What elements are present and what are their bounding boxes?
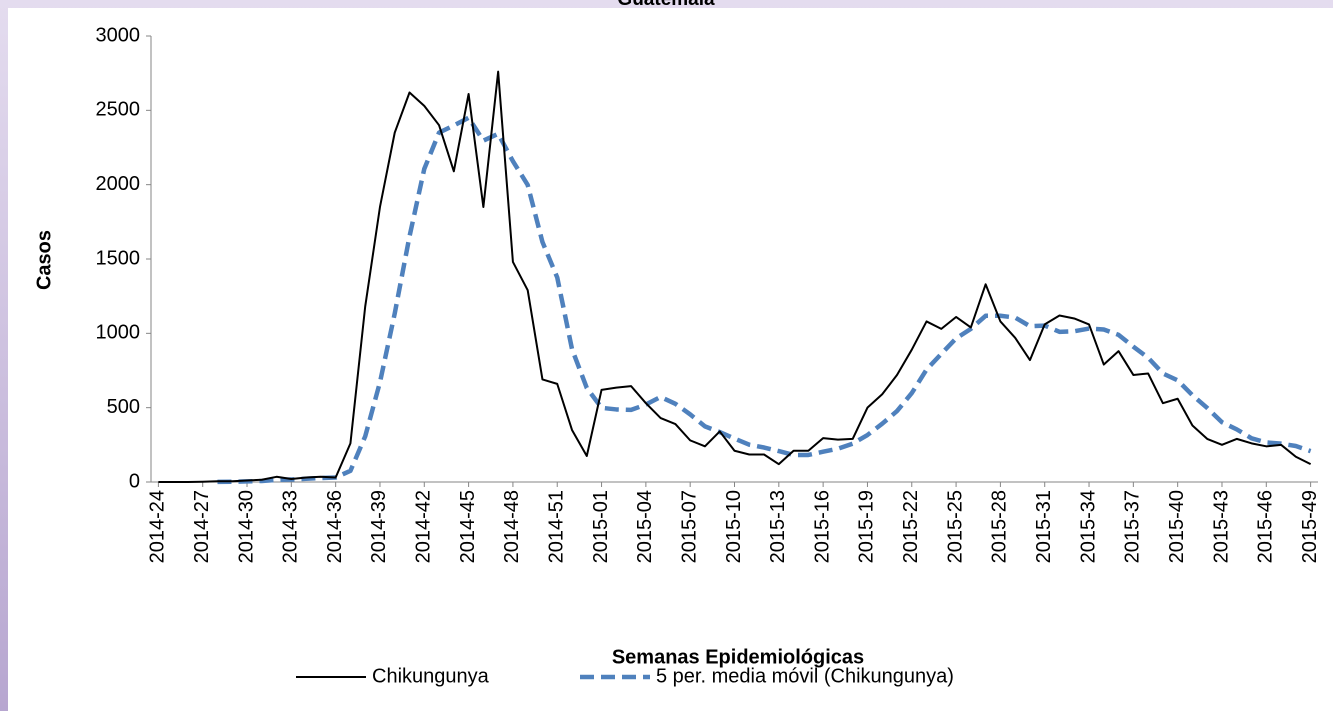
x-tick-label: 2014-36 (324, 490, 346, 563)
x-tick-label: 2015-04 (634, 490, 656, 563)
y-tick-label: 500 (107, 396, 140, 418)
x-tick-label: 2015-49 (1299, 490, 1321, 563)
x-tick-label: 2015-37 (1122, 490, 1144, 563)
x-axis-title: Semanas Epidemiológicas (612, 646, 864, 668)
x-tick-label: 2015-01 (590, 490, 612, 563)
x-tick-label: 2015-43 (1210, 490, 1232, 563)
x-tick-label: 2015-34 (1077, 490, 1099, 563)
x-tick-label: 2014-24 (147, 490, 169, 563)
x-tick-label: 2015-16 (811, 490, 833, 563)
series-line (158, 70, 1312, 483)
y-tick-label: 2500 (96, 99, 141, 121)
x-tick-label: 2014-42 (413, 490, 435, 563)
x-tick-label: 2014-39 (368, 490, 390, 563)
x-tick-label: 2015-40 (1166, 490, 1188, 563)
x-tick-label: 2015-31 (1033, 490, 1055, 563)
x-tick-label: 2015-19 (856, 490, 878, 563)
chart-area (8, 8, 1333, 711)
x-tick-label: 2015-22 (900, 490, 922, 563)
x-tick-label: 2015-13 (767, 490, 789, 563)
x-tick-label: 2014-33 (280, 490, 302, 563)
y-tick-label: 2000 (96, 173, 141, 195)
y-tick-label: 1000 (96, 322, 141, 344)
legend-label: Chikungunya (372, 665, 490, 687)
x-tick-label: 2014-45 (457, 490, 479, 563)
x-tick-label: 2014-30 (235, 490, 257, 563)
x-tick-label: 2015-07 (678, 490, 700, 563)
x-tick-label: 2015-46 (1255, 490, 1277, 563)
x-tick-label: 2015-10 (723, 490, 745, 563)
x-tick-label: 2014-48 (501, 490, 523, 563)
chart-title: Guatemala (617, 0, 715, 10)
y-tick-label: 0 (129, 470, 140, 492)
x-tick-label: 2015-25 (944, 490, 966, 563)
legend-label: 5 per. media móvil (Chikungunya) (656, 665, 954, 687)
y-tick-label: 1500 (96, 247, 141, 269)
x-tick-label: 2015-28 (989, 490, 1011, 563)
y-tick-label: 3000 (96, 24, 141, 46)
series-line (217, 115, 1312, 485)
x-tick-label: 2014-51 (546, 490, 568, 563)
y-axis-title: Casos (33, 230, 55, 290)
x-tick-label: 2014-27 (191, 490, 213, 563)
